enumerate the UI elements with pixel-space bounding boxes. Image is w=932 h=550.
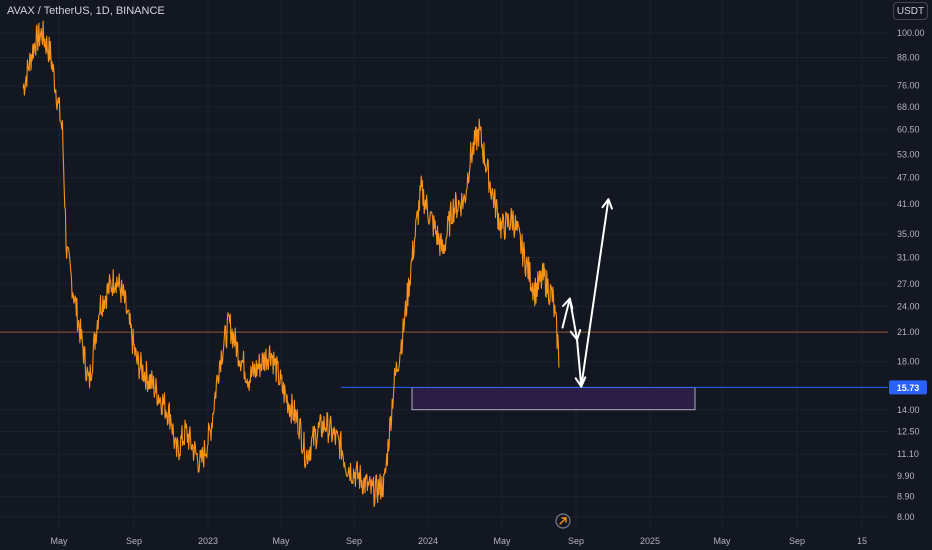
currency-button[interactable]: USDT	[893, 2, 928, 20]
projection-arrow-up-1[interactable]	[561, 297, 571, 329]
y-tick-label: 8.00	[897, 512, 915, 522]
x-tick-label: Sep	[789, 536, 805, 546]
price-line	[22, 20, 560, 508]
y-tick-label: 31.00	[897, 252, 920, 262]
y-tick-label: 12.50	[897, 426, 920, 436]
y-tick-label: 60.50	[897, 124, 920, 134]
x-tick-label: Sep	[126, 536, 142, 546]
price-series	[22, 20, 560, 508]
projection-arrow-down-2[interactable]	[576, 338, 583, 388]
projection-arrows[interactable]	[561, 198, 613, 388]
projection-arrow-up-2-head[interactable]	[601, 198, 613, 210]
y-tick-label: 76.00	[897, 81, 920, 91]
x-tick-label: Sep	[568, 536, 584, 546]
y-tick-label: 68.00	[897, 102, 920, 112]
logo-ring	[555, 513, 571, 529]
y-tick-label: 11.10	[897, 449, 919, 459]
current-price-badge: 15.73	[889, 380, 927, 395]
y-tick-label: 14.00	[897, 405, 920, 415]
chart-grid	[0, 0, 888, 530]
y-tick-label: 8.90	[897, 492, 915, 502]
support-price-badge	[889, 380, 927, 395]
y-tick-label: 21.00	[897, 327, 920, 337]
y-tick-label: 9.90	[897, 471, 915, 481]
x-tick-label: Sep	[346, 536, 362, 546]
y-axis: 100.00 88.00 76.00 68.00 60.50 53.00 47.00 41.0…	[897, 28, 925, 522]
x-tick-label: 2023	[198, 536, 218, 546]
y-tick-label: 35.00	[897, 229, 920, 239]
x-tick-label: 2024	[418, 536, 438, 546]
tradingview-logo-icon[interactable]	[555, 513, 571, 529]
x-tick-label: May	[50, 536, 68, 546]
y-tick-label: 18.00	[897, 357, 920, 367]
y-tick-label: 41.00	[897, 199, 920, 209]
x-tick-label: May	[493, 536, 511, 546]
y-tick-label: 47.00	[897, 173, 920, 183]
x-tick-label: 15	[857, 536, 867, 546]
x-tick-label: 2025	[640, 536, 660, 546]
x-axis: May Sep 2023 May Sep 2024 May Sep 2025 May Sep 15	[50, 536, 867, 546]
logo-bolt	[559, 517, 567, 525]
x-tick-label: May	[713, 536, 731, 546]
support-zone[interactable]	[411, 387, 696, 411]
projection-arrow-down-1[interactable]	[568, 297, 579, 341]
y-tick-label: 24.00	[897, 301, 920, 311]
symbol-title: AVAX / TetherUS, 1D, BINANCE	[7, 5, 165, 17]
y-tick-label: 88.00	[897, 52, 920, 62]
y-tick-label: 100.00	[897, 28, 925, 38]
x-tick-label: May	[272, 536, 290, 546]
support-price-label: 15.73	[897, 383, 920, 393]
y-tick-label: 27.00	[897, 279, 920, 289]
y-tick-label: 53.00	[897, 150, 920, 160]
projection-arrow-up-2[interactable]	[580, 198, 610, 388]
